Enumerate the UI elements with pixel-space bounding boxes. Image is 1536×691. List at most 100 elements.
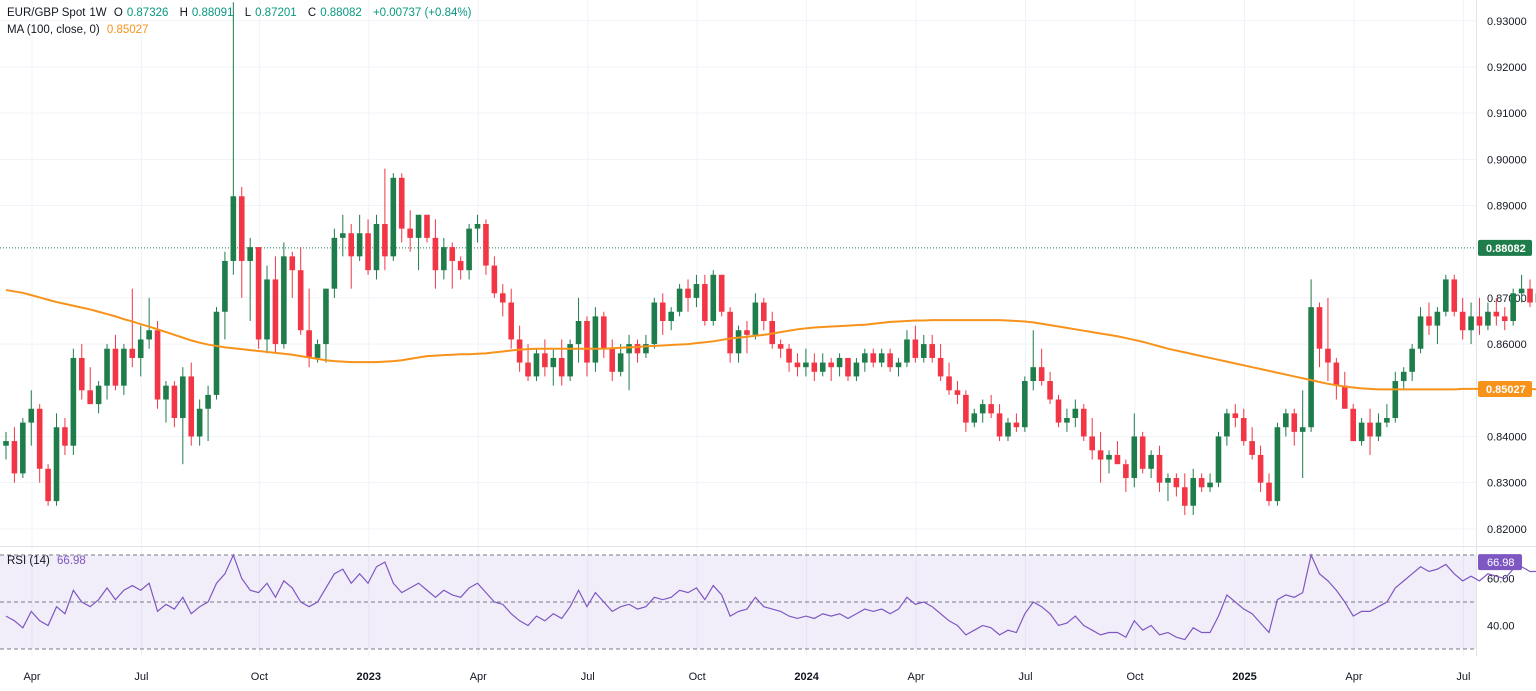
candle-body xyxy=(407,228,413,238)
candle-body xyxy=(988,404,994,414)
time-axis-label: 2023 xyxy=(357,671,381,683)
candle-body xyxy=(1156,454,1163,483)
candle-body xyxy=(255,247,262,340)
candle-body xyxy=(1392,381,1399,418)
time-axis-label: Oct xyxy=(689,671,706,683)
candle-body xyxy=(845,357,851,377)
candle-body xyxy=(415,214,422,238)
candle-body xyxy=(340,233,346,238)
candle-body xyxy=(727,311,733,354)
candle-body xyxy=(794,362,801,368)
time-axis-label: Oct xyxy=(1126,671,1143,683)
candle-body xyxy=(659,302,666,321)
candle-body xyxy=(937,357,944,377)
candle-body xyxy=(1476,316,1483,326)
time-axis-label: Apr xyxy=(470,671,487,683)
candle-body xyxy=(1072,408,1079,418)
symbol-label[interactable]: EUR/GBP Spot xyxy=(7,7,86,19)
candle-body xyxy=(457,260,464,271)
candle-body xyxy=(373,224,380,271)
candle-body xyxy=(1341,385,1348,409)
candle-body xyxy=(904,339,910,363)
open-value: 0.87326 xyxy=(126,7,169,19)
candle-body xyxy=(424,214,430,238)
candle-body xyxy=(1283,413,1289,428)
candle-body xyxy=(264,279,270,340)
candle-body xyxy=(508,302,514,340)
candle-body xyxy=(466,228,472,271)
candle-body xyxy=(1501,316,1508,321)
ohlc-high: H 0.88091 xyxy=(180,7,238,19)
candle-body xyxy=(1005,422,1011,437)
candle-body xyxy=(213,311,220,395)
candle-body xyxy=(247,247,253,261)
candle-body xyxy=(137,339,144,358)
candle-body xyxy=(718,274,725,312)
candle-body xyxy=(735,330,742,354)
candle-body xyxy=(1240,417,1247,442)
candle-body xyxy=(121,348,127,386)
low-value: 0.87201 xyxy=(255,7,297,19)
rsi-label[interactable]: RSI (14) xyxy=(7,555,50,567)
candle-body xyxy=(104,348,110,386)
candle-body xyxy=(752,302,759,335)
candle-body xyxy=(1232,413,1239,418)
candle-body xyxy=(912,339,919,358)
candle-body xyxy=(3,441,9,446)
candle-body xyxy=(314,344,321,358)
candle-body xyxy=(761,302,767,321)
candle-body xyxy=(1257,454,1264,483)
candle-body xyxy=(1333,362,1340,386)
candle-body xyxy=(289,256,296,271)
candle-body xyxy=(1350,408,1356,442)
price-tick-label: 0.82000 xyxy=(1487,524,1527,536)
candle-body xyxy=(651,302,658,345)
time-axis-label: Jul xyxy=(581,671,595,683)
candle-body xyxy=(1274,427,1281,502)
candle-body xyxy=(390,177,397,257)
price-tick-label: 0.90000 xyxy=(1487,154,1527,166)
candle-body xyxy=(1139,436,1146,469)
candle-body xyxy=(685,288,691,298)
candle-body xyxy=(601,316,607,349)
candle-body xyxy=(1316,307,1323,349)
candle-body xyxy=(693,284,700,298)
candle-body xyxy=(432,237,439,271)
candle-body xyxy=(95,385,102,405)
interval-label[interactable]: 1W xyxy=(89,7,107,19)
candle-body xyxy=(78,357,85,391)
candle-body xyxy=(1384,417,1390,423)
candle-body xyxy=(1055,399,1062,423)
ma-value: 0.85027 xyxy=(106,24,149,36)
candle-body xyxy=(1485,311,1491,326)
candle-body xyxy=(676,288,683,312)
low-label: L xyxy=(244,7,252,19)
candle-body xyxy=(491,265,498,294)
price-tick-label: 0.91000 xyxy=(1487,108,1527,120)
time-axis-label: Apr xyxy=(1345,671,1362,683)
open-label: O xyxy=(113,7,123,19)
candle-body xyxy=(887,353,893,368)
candle-body xyxy=(441,247,447,271)
candle-body xyxy=(323,288,329,345)
candle-body xyxy=(920,344,927,358)
ma-line xyxy=(5,289,1536,391)
ma-label[interactable]: MA (100, close, 0) xyxy=(7,24,100,36)
candle-body xyxy=(272,279,279,345)
candle-body xyxy=(836,357,843,368)
candle-body xyxy=(1409,348,1415,372)
candle-body xyxy=(929,344,935,358)
rsi-tick-label: 40.00 xyxy=(1487,620,1515,632)
candle-body xyxy=(811,362,818,372)
candle-body xyxy=(558,357,565,377)
candle-body xyxy=(1173,478,1180,488)
candle-body xyxy=(1198,478,1205,488)
rsi-line xyxy=(5,553,1536,641)
candle-body xyxy=(567,344,573,377)
candle-body xyxy=(1190,478,1197,506)
candle-body xyxy=(1114,454,1121,465)
rsi-last-label: 66.98 xyxy=(1487,557,1515,569)
candle-body xyxy=(963,394,969,423)
